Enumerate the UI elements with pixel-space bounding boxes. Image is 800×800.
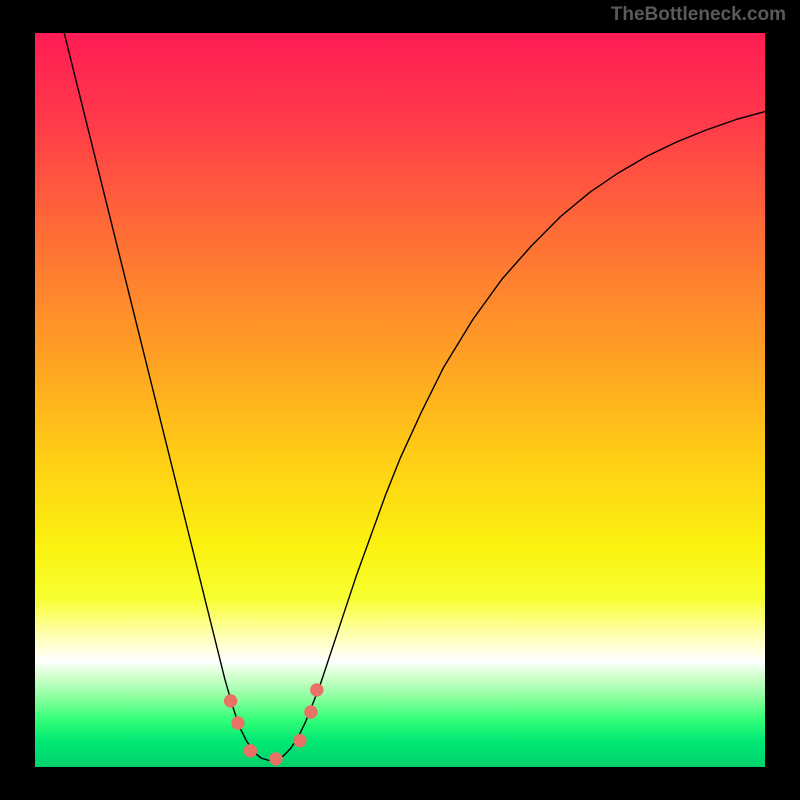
chart-background <box>35 33 765 767</box>
bottleneck-curve-chart <box>35 33 765 767</box>
curve-marker <box>244 745 256 757</box>
curve-marker <box>232 717 244 729</box>
chart-container <box>35 33 765 767</box>
curve-marker <box>270 753 282 765</box>
watermark-text: TheBottleneck.com <box>611 4 786 26</box>
curve-marker <box>224 695 236 707</box>
curve-marker <box>294 734 306 746</box>
curve-marker <box>311 684 323 696</box>
curve-marker <box>305 706 317 718</box>
